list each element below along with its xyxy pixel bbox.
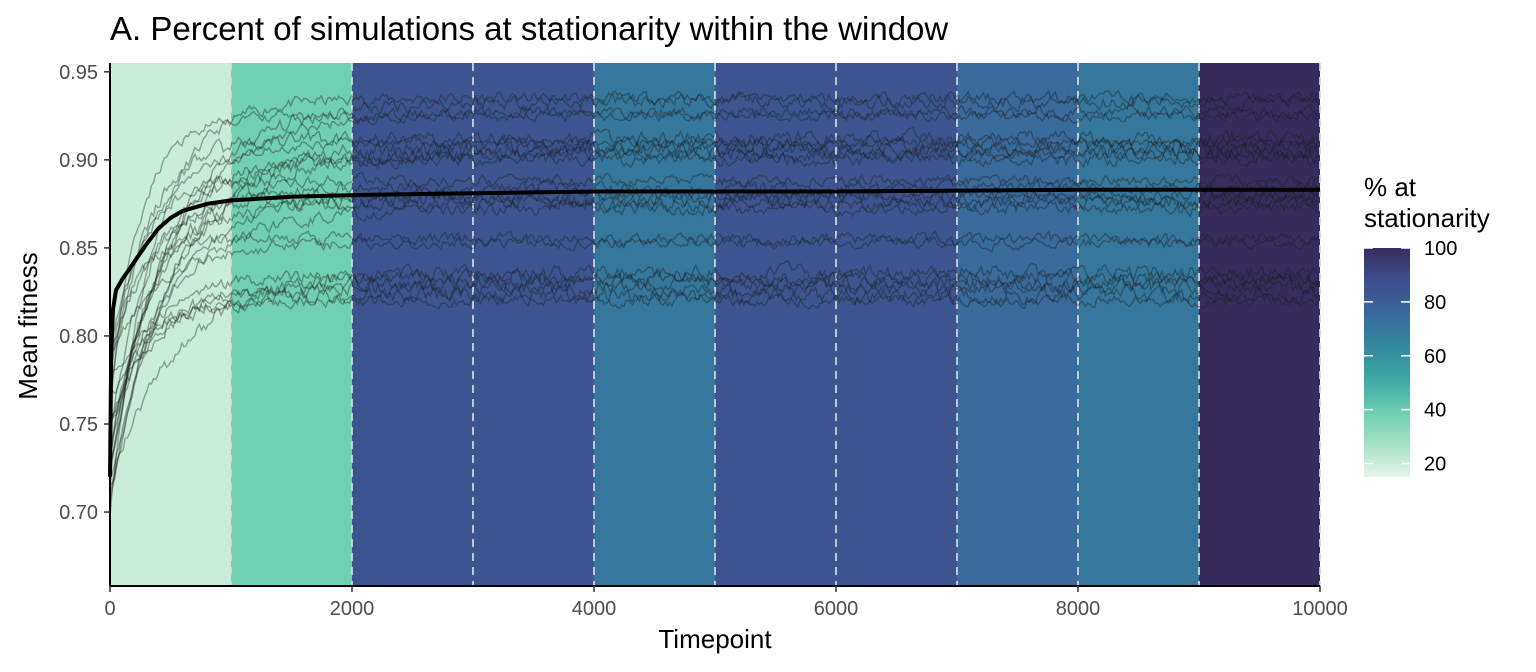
window-band-5 — [594, 63, 715, 586]
y-tick-label: 0.85 — [59, 238, 98, 260]
mean-series — [108, 187, 1320, 477]
y-tick-label: 0.90 — [59, 150, 98, 172]
y-tick-label: 0.75 — [59, 414, 98, 436]
window-band-8 — [957, 63, 1078, 586]
window-band-3 — [352, 63, 473, 586]
chart-title: A. Percent of simulations at stationarit… — [110, 10, 948, 47]
legend-label: 60 — [1424, 346, 1446, 368]
window-band-10 — [1199, 63, 1320, 586]
simulation-line — [109, 283, 1320, 399]
x-axis-title: Timepoint — [658, 624, 772, 654]
simulation-line — [109, 229, 1320, 371]
y-axis-title: Mean fitness — [13, 252, 43, 399]
simulation-line — [109, 272, 1320, 430]
simulation-line — [109, 89, 1319, 517]
x-tick-label: 8000 — [1056, 598, 1101, 620]
simulation-line — [109, 138, 1320, 483]
simulation-line — [109, 266, 1320, 467]
mean-line — [108, 187, 1320, 477]
simulation-line — [109, 193, 1320, 457]
x-tick-label: 10000 — [1292, 598, 1348, 620]
legend-title: % at — [1364, 172, 1417, 202]
simulation-series — [109, 89, 1320, 517]
simulation-line — [109, 135, 1320, 346]
legend-title: stationarity — [1364, 203, 1490, 233]
x-tick-label: 4000 — [572, 598, 617, 620]
legend-colorbar — [1364, 248, 1410, 477]
simulation-line — [109, 171, 1320, 369]
stationarity-windows — [110, 63, 1320, 586]
window-band-4 — [473, 63, 594, 586]
window-band-6 — [715, 63, 836, 586]
simulation-line — [109, 144, 1320, 454]
window-band-9 — [1078, 63, 1199, 586]
simulation-line — [109, 150, 1319, 433]
simulation-line — [109, 234, 1319, 360]
legend-label: 20 — [1424, 454, 1446, 476]
window-band-1 — [110, 63, 231, 586]
y-tick-label: 0.95 — [59, 62, 98, 84]
window-band-7 — [836, 63, 957, 586]
axes: 0 2000 4000 6000 8000 10000 0.70 0.75 0.80 0.85 0.… — [59, 62, 1348, 620]
y-tick-label: 0.80 — [59, 326, 98, 348]
y-tick-label: 0.70 — [59, 502, 98, 524]
simulation-line — [109, 134, 1320, 495]
legend-label: 40 — [1424, 400, 1446, 422]
simulation-line — [109, 107, 1320, 409]
simulation-line — [109, 260, 1320, 485]
window-band-2 — [231, 63, 352, 586]
simulation-line — [109, 126, 1320, 402]
legend-label: 80 — [1424, 292, 1446, 314]
legend-label: 100 — [1424, 238, 1457, 260]
window-dividers — [230, 63, 1321, 586]
simulation-line — [109, 102, 1320, 452]
simulation-line — [109, 199, 1319, 423]
simulation-line — [109, 292, 1320, 377]
x-tick-label: 2000 — [330, 598, 375, 620]
x-tick-label: 0 — [104, 598, 115, 620]
x-tick-label: 6000 — [814, 598, 859, 620]
simulation-line — [109, 90, 1320, 467]
simulation-line — [109, 277, 1320, 423]
